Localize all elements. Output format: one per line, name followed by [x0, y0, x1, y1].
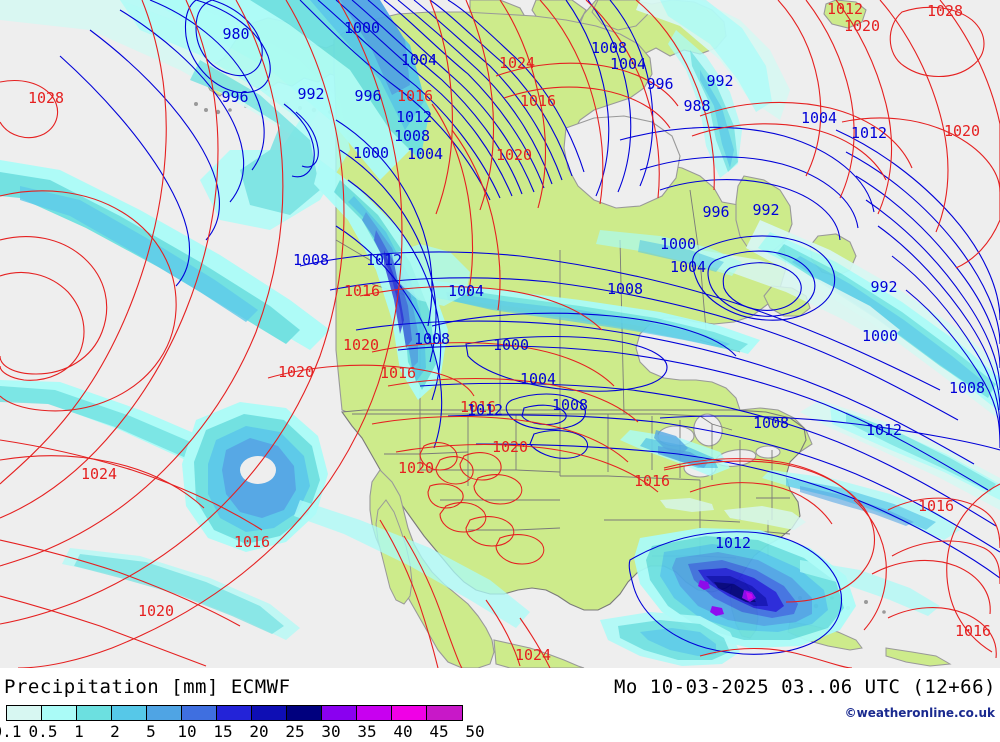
- colorbar-tick-5: 5: [146, 722, 156, 741]
- colorbar-swatch-20: [252, 706, 287, 720]
- colorbar-swatch-0.1: [7, 706, 42, 720]
- colorbar-tick-0.1: 0.1: [0, 722, 22, 741]
- isobar-label: 1000: [493, 336, 529, 354]
- isobar-label: 1008: [949, 379, 985, 397]
- colorbar-swatch-25: [287, 706, 322, 720]
- isobar-label: 1028: [28, 89, 64, 107]
- isobar-label: 1024: [515, 646, 551, 664]
- isobar-label: 1004: [520, 370, 556, 388]
- colorbar-tick-45: 45: [429, 722, 449, 741]
- colorbar-tick-2: 2: [110, 722, 120, 741]
- isobar-label: 1028: [927, 2, 963, 20]
- isobar-label: 992: [752, 201, 779, 219]
- isobar-label: 1016: [955, 622, 991, 640]
- precipitation-colorbar[interactable]: [6, 705, 463, 721]
- isobar-label: 1008: [293, 251, 329, 269]
- isobar-label: 1012: [467, 401, 503, 419]
- isobar-label: 992: [870, 278, 897, 296]
- colorbar-swatch-40: [392, 706, 427, 720]
- precipitation-field: [0, 0, 1000, 666]
- isobar-label: 1024: [81, 465, 117, 483]
- isobar-label: 1016: [918, 497, 954, 515]
- isobar-label: 1020: [944, 122, 980, 140]
- colorbar-swatch-30: [322, 706, 357, 720]
- copyright-label: ©weatheronline.co.uk: [844, 706, 995, 720]
- isobar-label: 1020: [278, 363, 314, 381]
- colorbar-swatch-5: [147, 706, 182, 720]
- isobar-label: 1012: [396, 108, 432, 126]
- isobar-label: 1020: [138, 602, 174, 620]
- isobar-label: 996: [354, 87, 381, 105]
- isobar-label: 1008: [753, 414, 789, 432]
- isobar-label: 1016: [634, 472, 670, 490]
- valid-time-label: Mo 10-03-2025 03..06 UTC (12+66): [613, 676, 996, 698]
- isobar-label: 1008: [607, 280, 643, 298]
- colorbar-swatch-45: [427, 706, 462, 720]
- isobar-label: 1020: [492, 438, 528, 456]
- isobar-label: 996: [221, 88, 248, 106]
- isobar-label: 1000: [862, 327, 898, 345]
- isobar-label: 1016: [344, 282, 380, 300]
- isobar-label: 1024: [499, 54, 535, 72]
- isobar-label: 1016: [380, 364, 416, 382]
- colorbar-swatch-1: [77, 706, 112, 720]
- isobar-label: 1012: [851, 124, 887, 142]
- colorbar-tick-50: 50: [465, 722, 485, 741]
- isobar-label: 1008: [414, 330, 450, 348]
- isobar-label: 1004: [407, 145, 443, 163]
- map-canvas[interactable]: 980 1000 1008 1012 1028 1004 1024 1004 1020 996 99…: [0, 0, 1000, 668]
- isobar-label: 1016: [520, 92, 556, 110]
- isobar-label: 1008: [552, 396, 588, 414]
- isobar-label: 1004: [401, 51, 437, 69]
- isobar-label: 1012: [715, 534, 751, 552]
- isobar-label: 1012: [866, 421, 902, 439]
- colorbar-swatch-0.5: [42, 706, 77, 720]
- colorbar-swatch-35: [357, 706, 392, 720]
- colorbar-swatch-2: [112, 706, 147, 720]
- isobar-label: 1004: [610, 55, 646, 73]
- colorbar-swatch-15: [217, 706, 252, 720]
- isobar-label: 1016: [234, 533, 270, 551]
- isobar-low-layer: [59, 0, 1000, 655]
- isobar-label: 1020: [844, 17, 880, 35]
- isobar-label: 1000: [660, 235, 696, 253]
- isobar-label: 1020: [496, 146, 532, 164]
- isobar-label: 996: [646, 75, 673, 93]
- page-title: Precipitation [mm] ECMWF: [4, 676, 291, 698]
- isobar-label: 1012: [827, 0, 863, 18]
- colorbar-tick-35: 35: [357, 722, 377, 741]
- isobar-label: 1004: [801, 109, 837, 127]
- colorbar-tick-0.5: 0.5: [28, 722, 58, 741]
- isobar-label: 1020: [398, 459, 434, 477]
- isobar-label: 1000: [353, 144, 389, 162]
- isobar-label: 1008: [394, 127, 430, 145]
- colorbar-tick-10: 10: [177, 722, 197, 741]
- isobar-label: 992: [706, 72, 733, 90]
- isobar-label: 1012: [366, 251, 402, 269]
- colorbar-tick-25: 25: [285, 722, 305, 741]
- colorbar-swatch-10: [182, 706, 217, 720]
- isobar-high-layer: [0, 0, 1000, 668]
- colorbar-tick-15: 15: [213, 722, 233, 741]
- isobar-label: 1008: [591, 39, 627, 57]
- isobar-label: 980: [222, 25, 249, 43]
- isobar-label: 996: [702, 203, 729, 221]
- colorbar-tick-1: 1: [74, 722, 84, 741]
- colorbar-tick-30: 30: [321, 722, 341, 741]
- isobar-label: 1016: [397, 87, 433, 105]
- isobar-label: 992: [297, 85, 324, 103]
- colorbar-tick-40: 40: [393, 722, 413, 741]
- isobar-label: 1004: [448, 282, 484, 300]
- isobar-label: 1004: [670, 258, 706, 276]
- colorbar-tick-20: 20: [249, 722, 269, 741]
- isobar-label: 1016: [460, 398, 496, 416]
- map-footer: Precipitation [mm] ECMWF Mo 10-03-2025 0…: [0, 668, 1000, 741]
- isobar-label: 988: [683, 97, 710, 115]
- isobar-label: 1020: [343, 336, 379, 354]
- isobar-label: 1000: [344, 19, 380, 37]
